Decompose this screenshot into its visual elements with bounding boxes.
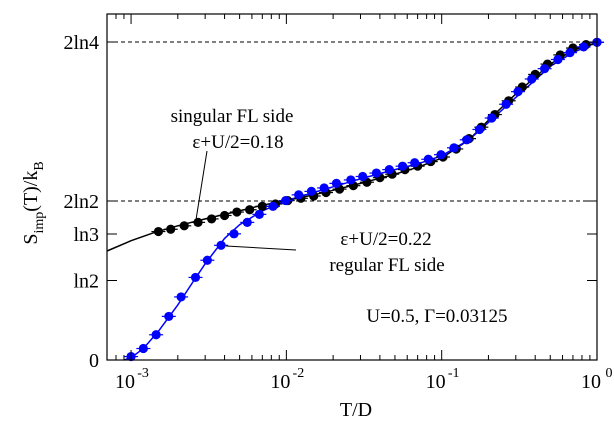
y-axis-label-sub2: B xyxy=(32,161,47,170)
plot-frame xyxy=(106,13,598,361)
y-tick-label: 2ln2 xyxy=(63,191,99,213)
y-axis-label-main: S xyxy=(20,234,42,245)
x-tick-label-exponent: -1 xyxy=(448,366,460,381)
series-1-point xyxy=(449,143,459,153)
x-tick-label: 10 xyxy=(115,371,135,393)
series-1-point xyxy=(164,311,174,322)
y-axis-label-sub1: imp xyxy=(32,212,47,234)
annotation-params: U=0.5, Γ=0.03125 xyxy=(366,306,507,327)
series-1-point xyxy=(268,201,278,211)
series-1-point xyxy=(527,74,537,84)
x-tick-label-exponent: 0 xyxy=(606,366,613,381)
series-0-point xyxy=(219,210,230,221)
series-0-point xyxy=(257,201,267,211)
series-0-point xyxy=(206,214,217,224)
annotation-singular-param: ε+U/2=0.18 xyxy=(192,132,283,153)
annotation-pointer-singular xyxy=(194,150,208,227)
y-tick-label: 2ln4 xyxy=(63,32,99,54)
series-1-point xyxy=(513,87,523,97)
series-1-point xyxy=(229,229,239,239)
series-1-point xyxy=(540,64,550,74)
series-1-point xyxy=(487,113,497,123)
series-1-point xyxy=(138,343,148,354)
series-1-point xyxy=(462,135,472,145)
series-1-point xyxy=(306,186,317,197)
x-tick-label: 10 xyxy=(581,371,601,393)
series-1-point xyxy=(151,330,161,340)
series-1-point xyxy=(501,99,511,109)
series-points xyxy=(124,37,604,362)
series-0-curve xyxy=(106,41,598,252)
series-1-point xyxy=(410,158,420,168)
series-1-point xyxy=(397,161,408,171)
series-1-point xyxy=(216,240,226,250)
y-axis-label-mid: (T)/k xyxy=(20,171,42,212)
annotation-pointer-regular xyxy=(225,245,297,251)
series-1-point xyxy=(281,195,291,206)
x-axis-label: T/D xyxy=(340,399,372,421)
annotation-regular-param: ε+U/2=0.22 xyxy=(340,229,431,250)
series-1-point xyxy=(319,183,329,193)
series-1-point xyxy=(579,42,589,52)
series-1-point xyxy=(358,171,368,182)
series-1-point xyxy=(242,217,252,227)
series-1-point xyxy=(565,48,575,58)
series-1-point xyxy=(190,272,201,283)
series-1-point xyxy=(423,154,433,164)
series-1-point xyxy=(346,175,356,185)
series-1-point xyxy=(331,178,342,188)
y-axis-label: Simp(T)/kB xyxy=(20,161,47,244)
y-tick-label: ln2 xyxy=(73,271,99,293)
series-0-point xyxy=(179,221,189,231)
series-0-point xyxy=(153,226,164,237)
series-1-point xyxy=(202,255,212,265)
series-1-point xyxy=(176,292,186,302)
series-0-point xyxy=(245,205,255,215)
series-1-point xyxy=(294,190,304,200)
annotation-regular-side: regular FL side xyxy=(329,255,444,276)
series-1-point xyxy=(553,54,563,65)
series-1-point xyxy=(254,209,264,219)
y-tick-label: 0 xyxy=(89,350,99,372)
series-0-point xyxy=(166,224,176,234)
x-tick-label: 10 xyxy=(426,371,446,393)
x-tick-label: 10 xyxy=(270,371,290,393)
series-1-point xyxy=(384,165,394,175)
series-0-point xyxy=(232,207,242,217)
reference-lines xyxy=(107,41,597,202)
x-tick-label-exponent: -3 xyxy=(137,366,149,381)
series-1-point xyxy=(436,150,446,160)
series-1-point xyxy=(474,124,485,135)
x-tick-label-exponent: -2 xyxy=(293,366,305,381)
series-1-point xyxy=(371,168,382,178)
annotation-singular-side: singular FL side xyxy=(171,106,294,127)
y-tick-label: ln3 xyxy=(73,224,99,246)
